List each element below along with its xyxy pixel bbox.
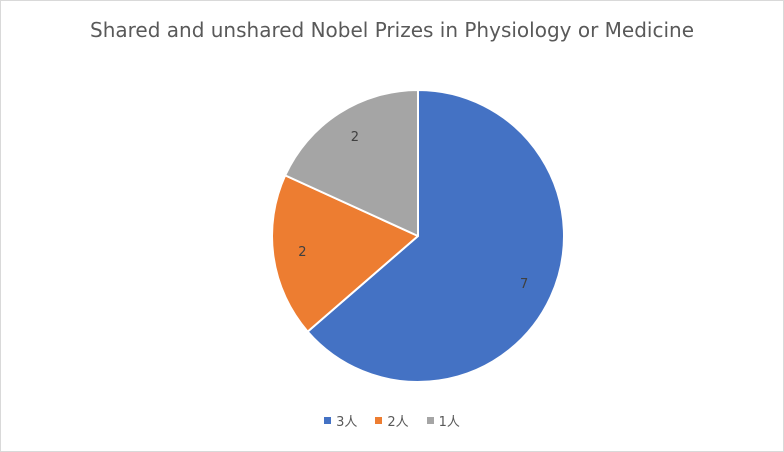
- legend-item-3: 3人: [324, 411, 357, 430]
- legend: 3人 2人 1人: [0, 411, 784, 430]
- pie-slice-2: [284, 89, 419, 237]
- pie-slice-1: [271, 174, 419, 333]
- legend-swatch-3: [324, 417, 332, 424]
- legend-label-3: 3人: [336, 415, 358, 430]
- pie-data-labels: 7 2 2: [298, 130, 528, 292]
- legend-label-2: 2人: [387, 415, 409, 430]
- legend-swatch-2: [375, 417, 383, 424]
- data-label-0: 7: [520, 277, 528, 292]
- legend-item-2: 2人: [375, 411, 409, 430]
- pie-slice-0: [306, 89, 565, 383]
- legend-item-1: 1人: [426, 411, 460, 430]
- pie-slices: [271, 89, 565, 383]
- chart-title: Shared and unshared Nobel Prizes in Phys…: [90, 18, 694, 42]
- data-label-1: 2: [298, 245, 306, 260]
- legend-label-1: 1人: [438, 415, 460, 430]
- data-label-2: 2: [351, 130, 359, 145]
- legend-swatch-1: [426, 417, 434, 424]
